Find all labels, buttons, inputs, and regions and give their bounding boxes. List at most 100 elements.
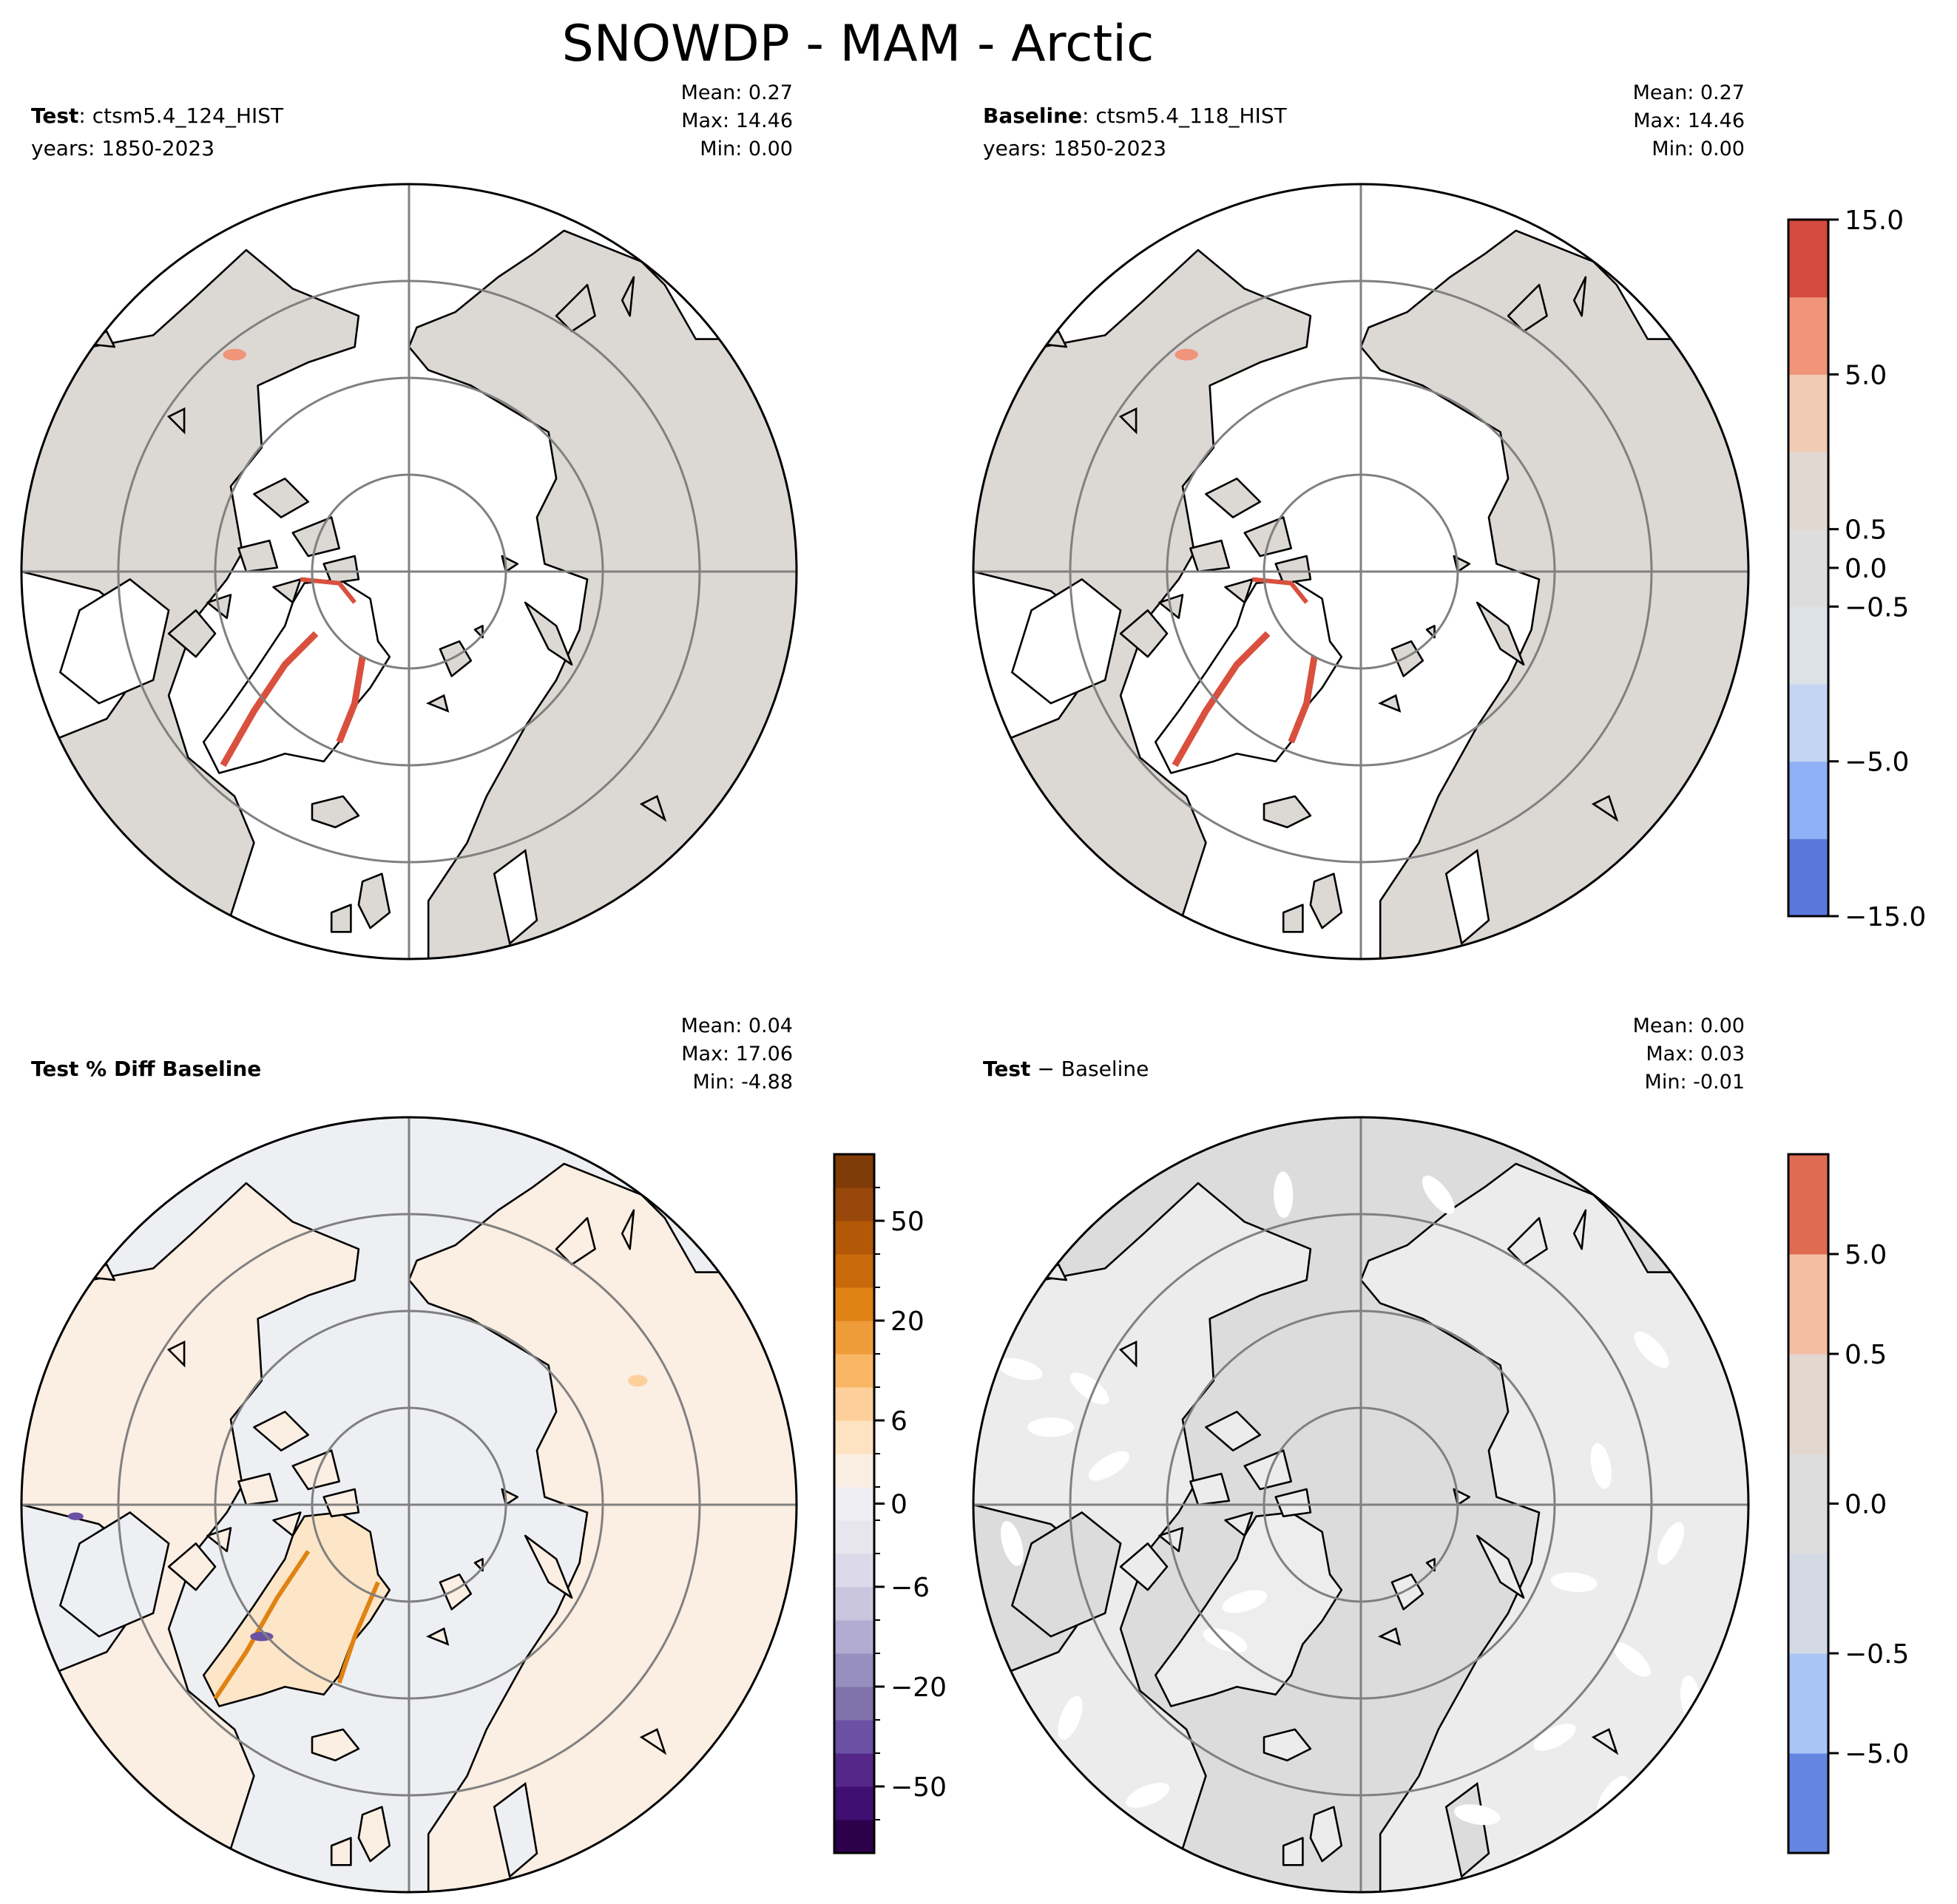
greenland-edge-highlight <box>1172 631 1318 768</box>
arctic-ocean <box>1213 1272 1532 1769</box>
blob-6 <box>1613 1642 1651 1677</box>
landmass-sakhalin <box>621 1209 635 1250</box>
panel-label: Test: ctsm5.4_124_HIST <box>31 104 284 128</box>
colorbar-tick-label-4: 0.5 <box>1845 515 1887 546</box>
colorbar-tick-label-4: 6 <box>890 1406 907 1437</box>
stat-mean: Mean: 0.27 <box>681 81 793 104</box>
colorbar-tick-label-6: 15.0 <box>1845 206 1904 236</box>
arctic-ocean <box>261 339 580 836</box>
colorbar-tick-label-3: 0.0 <box>1845 554 1887 584</box>
colorbar-segment-1 <box>834 1786 874 1820</box>
colorbar-tick-label-1: −20 <box>890 1673 947 1703</box>
landmass-baffin <box>167 1542 217 1591</box>
panel-label: Test − Baseline <box>983 1057 1149 1081</box>
greenland-edge-highlight <box>220 631 366 768</box>
stat-min: Min: -0.01 <box>1645 1071 1745 1094</box>
landmass-ireland <box>1282 904 1304 933</box>
landmass-uk <box>357 873 391 929</box>
highlight-spot <box>1174 348 1198 361</box>
colorbar-tick-label-3: 0 <box>890 1490 907 1520</box>
colorbar-segment-5 <box>834 1653 874 1687</box>
colorbar-segment-5 <box>1788 452 1828 530</box>
landmass-caa4 <box>1274 555 1312 585</box>
landmass-svalbard <box>1390 1573 1424 1610</box>
blob-8 <box>1657 1522 1685 1565</box>
small-island-1 <box>1118 407 1138 435</box>
panel-label: Test % Diff Baseline <box>31 1057 261 1081</box>
colorbar-tick-label-5: 5.0 <box>1845 360 1887 390</box>
map-boundary <box>972 183 1750 961</box>
landmass-caa3 <box>1189 539 1231 573</box>
landmass-baffin <box>167 609 217 658</box>
colorbar-tick-label-3: 0.5 <box>1845 1340 1887 1370</box>
landmass-caa5 <box>272 1511 302 1537</box>
landmass-novaya <box>524 601 573 666</box>
greenland-edge-highlight <box>213 1550 380 1700</box>
graticule <box>973 1117 1748 1892</box>
landmass-caa1 <box>253 477 310 518</box>
panel-years: years: 1850-2023 <box>31 136 214 160</box>
colorbar-segment-2 <box>834 1753 874 1787</box>
landmass-svalbard <box>439 640 473 677</box>
panel-label-bold: Baseline <box>983 104 1082 128</box>
colorbar-tick-label-2: 0.0 <box>1845 1490 1887 1520</box>
stat-max: Max: 17.06 <box>681 1043 793 1066</box>
colorbar-segment-7 <box>834 1587 874 1621</box>
blob-11 <box>1634 1331 1669 1369</box>
colorbar-tick-label-4: 5.0 <box>1845 1240 1887 1270</box>
colorbar-segment-0 <box>834 1820 874 1854</box>
small-island-0 <box>1378 1627 1402 1646</box>
panels: Test: ctsm5.4_124_HIST years: 1850-2023 Me… <box>20 81 1750 1894</box>
colorbar-segment-4 <box>834 1687 874 1721</box>
blob-4 <box>1088 1451 1129 1481</box>
map-panel-test: Test: ctsm5.4_124_HIST years: 1850-2023 Me… <box>20 81 798 961</box>
landmass-uk <box>357 1806 391 1863</box>
colorbar-segment-8 <box>834 1554 874 1588</box>
highlight-spot <box>223 348 246 361</box>
landmass-iceland <box>311 1728 360 1762</box>
colorbar-segment-7 <box>1788 297 1828 375</box>
landmass-sakhalin <box>1572 276 1587 317</box>
colorbar-segment-20 <box>834 1154 874 1188</box>
small-island-1 <box>166 407 186 435</box>
map-body <box>21 184 797 959</box>
colorbar-tick-label-1: −5.0 <box>1845 748 1909 778</box>
graticule <box>21 1117 797 1892</box>
stat-max: Max: 0.03 <box>1646 1043 1745 1066</box>
landmass-svalbard <box>1390 640 1424 677</box>
landmass-caa5 <box>272 578 302 604</box>
colorbar-segment-3 <box>834 1720 874 1754</box>
purple-spot <box>250 1631 274 1642</box>
colorbar-segment-5 <box>1788 1254 1828 1355</box>
landmass-caa2 <box>1243 516 1292 558</box>
colorbar-segment-14 <box>834 1354 874 1388</box>
landmass-novaya <box>524 1534 573 1599</box>
blob-7 <box>1590 1443 1612 1489</box>
baltic-sea <box>493 848 538 946</box>
blob-14 <box>1126 1783 1170 1808</box>
colorbar-segment-6 <box>1788 374 1828 453</box>
colorbar-segment-12 <box>834 1420 874 1454</box>
blob-9 <box>1533 1723 1576 1751</box>
blob-15 <box>997 1358 1043 1380</box>
map-boundary <box>972 1116 1750 1894</box>
landmass-sakhalin <box>1572 1209 1587 1250</box>
landmass-franzjosef <box>473 625 484 639</box>
colorbar-segment-2 <box>1788 684 1828 762</box>
colorbar-segment-6 <box>1788 1154 1828 1255</box>
landmass-ireland <box>330 904 352 933</box>
hudson-bay <box>1010 1511 1122 1638</box>
stat-min: Min: 0.00 <box>700 138 793 160</box>
landmass-franzjosef <box>1425 625 1436 639</box>
colorbar-tick-label-0: −5.0 <box>1845 1739 1909 1769</box>
blob-16 <box>1422 1175 1455 1214</box>
colorbar-segment-6 <box>834 1620 874 1654</box>
landmass-uk <box>1309 873 1343 929</box>
blob-1 <box>1069 1372 1109 1405</box>
colorbar-pct: −50 −20 −6 0 6 20 50 <box>833 1153 947 1854</box>
stat-max: Max: 14.46 <box>681 109 793 132</box>
blob-17 <box>1274 1171 1294 1219</box>
small-island-1 <box>1118 1340 1138 1368</box>
small-island-1 <box>166 1340 186 1368</box>
